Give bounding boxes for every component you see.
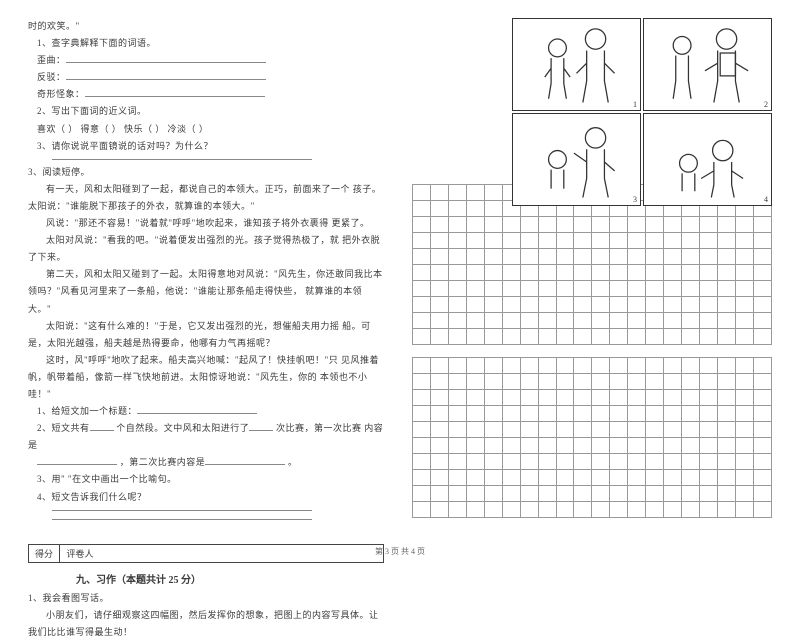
panel-number: 2 [764,100,768,109]
para: 第二天，风和太阳又碰到了一起。太阳得意地对风说："风先生，你还敢同我比本领吗？"… [28,266,384,317]
right-column: 1 2 3 [408,18,772,538]
reading-q2: 2、短文共有 个自然段。文中风和太阳进行了 次比赛，第一次比赛 内容是 [28,420,384,454]
syn-label: ） 得意（ [68,124,109,134]
blank[interactable] [90,421,114,431]
label: ，第二次比赛内容是 [120,457,206,467]
para: 太阳说："这有什么难的！"于是，它又发出强烈的光，想催船夫用力摇 船。可是，太阳… [28,318,384,352]
page-footer: 第 3 页 共 4 页 [0,546,800,557]
blank[interactable] [249,421,273,431]
syn-label: ） [199,124,209,134]
comic-illustration [513,19,640,110]
answer-line[interactable] [52,519,312,520]
blank[interactable] [66,70,266,80]
writing-grid-2[interactable] [412,357,772,518]
blank[interactable] [137,404,257,414]
panel-number: 4 [764,195,768,204]
answer-line[interactable] [52,510,312,511]
blank[interactable] [66,53,266,63]
comic-grid: 1 2 3 [512,18,772,168]
reading-q2b-line: ，第二次比赛内容是 。 [28,454,384,471]
section-9-title: 九、习作（本题共计 25 分） [76,571,384,586]
blank[interactable] [37,455,117,465]
comic-panel-3: 3 [512,113,641,206]
label: 反驳： [37,72,66,82]
label: 个自然段。文中风和太阳进行了 [116,423,249,433]
writing-q1: 1、我会看图写话。 [28,590,384,607]
blank[interactable] [205,455,285,465]
syn-label: ） 快乐（ [112,124,153,134]
answer-line[interactable] [52,159,312,160]
page-columns: 时的欢笑。" 1、查字典解释下面的词语。 歪曲： 反驳： 奇形怪象： 2、写出下… [28,18,772,538]
label: 歪曲： [37,55,66,65]
para: 风说："那还不容易！"说着就"呼呼"地吹起来，谁知孩子将外衣裹得 更紧了。 [28,215,384,232]
writing-body: 小朋友们，请仔细观察这四幅图，然后发挥你的想象，把图上的内容写具体。让我们比比谁… [28,607,384,641]
label: 1、给短文加一个标题： [37,406,137,416]
synonym-row: 喜欢（ ） 得意（ ） 快乐（ ） 冷淡（ ） [28,121,384,138]
word-waiqu: 歪曲： [28,52,384,69]
word-fanbo: 反驳： [28,69,384,86]
label: 2、短文共有 [37,423,90,433]
comic-panel-1: 1 [512,18,641,111]
syn-label: 喜欢（ [37,124,66,134]
comic-illustration [644,19,771,110]
panel-number: 3 [633,195,637,204]
label: 奇形怪象： [37,89,85,99]
reading-title: 3、阅读短停。 [28,164,384,181]
blank[interactable] [85,87,265,97]
reading-q3: 3、用" "在文中画出一个比喻句。 [28,471,384,488]
panel-number: 1 [633,100,637,109]
reading-q4: 4、短文告诉我们什么呢？ [28,489,384,506]
label: 。 [288,457,298,467]
para: 有一天，风和太阳碰到了一起，都说自己的本领大。正巧，前面来了一个 孩子。太阳说：… [28,181,384,215]
comic-panel-2: 2 [643,18,772,111]
text-line: 时的欢笑。" [28,18,384,35]
para: 这时，风"呼呼"地吹了起来。船夫高兴地喊："起风了！快挂帆吧！"只 见风推着帆，… [28,352,384,403]
left-column: 时的欢笑。" 1、查字典解释下面的词语。 歪曲： 反驳： 奇形怪象： 2、写出下… [28,18,388,538]
comic-panel-4: 4 [643,113,772,206]
word-qxgx: 奇形怪象： [28,86,384,103]
para: 太阳对风说："看我的吧。"说着便发出强烈的光。孩子觉得热极了，就 把外衣脱了下来… [28,232,384,266]
reading-q1: 1、给短文加一个标题： [28,403,384,420]
syn-label: ） 冷淡（ [155,124,196,134]
comic-illustration [513,114,640,205]
writing-grid-1[interactable] [412,184,772,345]
q-dict: 1、查字典解释下面的词语。 [28,35,384,52]
q-mirror: 3、请你说说平面镜说的话对吗？为什么？ [28,138,384,155]
comic-illustration [644,114,771,205]
q-synonym: 2、写出下面词的近义词。 [28,103,384,120]
